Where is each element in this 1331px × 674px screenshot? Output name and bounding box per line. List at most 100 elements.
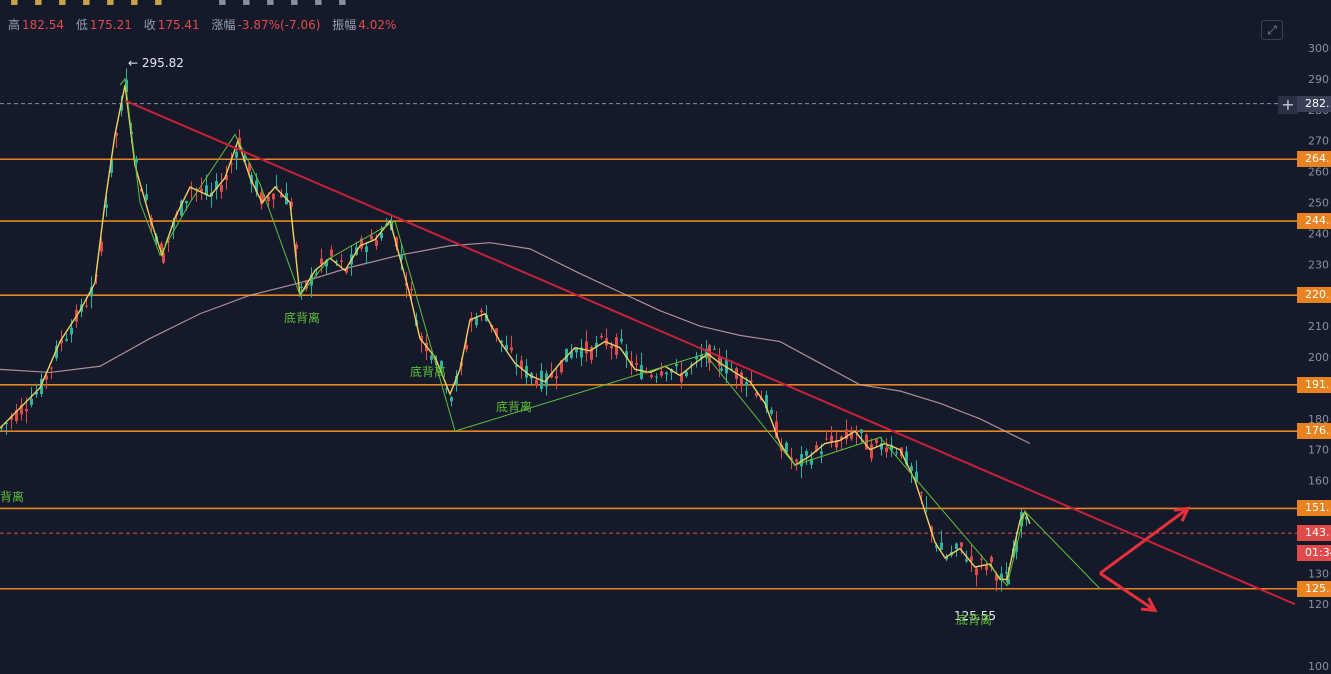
candle-body: [685, 371, 688, 377]
candle-body: [260, 192, 263, 205]
candle-body: [315, 273, 318, 275]
candle-body: [835, 440, 838, 448]
candle-body: [718, 356, 721, 366]
arrow-head-up: [1173, 506, 1191, 522]
candle-body: [1000, 573, 1003, 580]
candle-body: [20, 404, 23, 415]
candle-body: [135, 158, 138, 163]
snapshot-icon[interactable]: ▪: [266, 0, 275, 9]
candle-body: [10, 416, 13, 420]
candle-body: [330, 249, 333, 257]
more-icon[interactable]: ▪: [314, 0, 323, 9]
candle-body: [500, 340, 503, 343]
candle-body: [620, 338, 623, 342]
forecast-arrow-down: [1099, 572, 1156, 612]
candle-body: [745, 382, 748, 386]
divergence-label: 底背离: [496, 399, 532, 414]
candle-body: [40, 378, 43, 395]
candle-body: [995, 574, 998, 581]
candle-body: [190, 188, 193, 190]
y-tick-label: 290: [1308, 73, 1329, 86]
fullscreen-icon[interactable]: ▪: [242, 0, 251, 9]
change-value: -3.87%(-7.06): [237, 18, 321, 32]
support-price-tag: 151.: [1297, 500, 1331, 517]
close-value: 175.41: [157, 18, 200, 32]
low-label: 低: [75, 18, 88, 32]
candle-body: [800, 454, 803, 467]
candle-body: [505, 345, 508, 351]
candle-body: [825, 438, 828, 440]
y-tick-label: 250: [1308, 197, 1329, 210]
candle-body: [713, 348, 716, 350]
candle-body: [1012, 548, 1015, 558]
candle-body: [50, 367, 53, 369]
candle-body: [905, 451, 908, 465]
candle-body: [295, 244, 298, 249]
ohlc-info-bar: 高 182.54 低 175.21 收 175.41 涨幅 -3.87%(-7.06) …: [8, 16, 404, 33]
high-label: 高: [8, 18, 21, 32]
bookmark-icon[interactable]: ▪: [154, 0, 163, 9]
candle-body: [815, 445, 818, 451]
expand-icon[interactable]: ⤢: [1261, 20, 1283, 40]
candle-body: [790, 457, 793, 460]
change-label: 涨幅: [211, 18, 236, 32]
crosshair-add-icon[interactable]: +: [1278, 96, 1298, 114]
candle-body: [110, 160, 113, 173]
candle-body: [1025, 516, 1028, 520]
candle-body: [550, 373, 553, 378]
candle-body: [480, 310, 483, 313]
candle-body: [875, 439, 878, 443]
compare-icon[interactable]: ▪: [82, 0, 91, 9]
y-tick-label: 230: [1308, 258, 1329, 271]
candle-body: [535, 379, 538, 386]
candle-body: [750, 380, 753, 382]
draw-icon[interactable]: ▪: [34, 0, 43, 9]
toolbar: ▪ ▪ ▪ ▪ ▪ ▪ ▪ ▪ ▪ ▪ ▪ ▪ ▪: [0, 0, 1331, 10]
candle-body: [35, 391, 38, 395]
candle-body: [690, 364, 693, 366]
candle-body: [785, 442, 788, 453]
candle-body: [60, 339, 63, 344]
down-trend-line: [124, 99, 1296, 606]
divergence-label: 底背离: [956, 612, 992, 627]
candle-body: [375, 240, 378, 246]
candle-body: [440, 361, 443, 369]
candle-body: [680, 373, 683, 383]
candle-body: [220, 185, 223, 192]
candle-body: [570, 351, 573, 358]
candle-body: [380, 232, 383, 239]
indicator-icon[interactable]: ▪: [58, 0, 67, 9]
candle-body: [665, 372, 668, 375]
redo-icon[interactable]: ▪: [130, 0, 139, 9]
candle-body: [970, 556, 973, 562]
candle-body: [365, 246, 368, 253]
undo-icon[interactable]: ▪: [106, 0, 115, 9]
candle-body: [600, 335, 603, 338]
candle-body: [370, 235, 373, 240]
candle-body: [85, 305, 88, 307]
candle-body: [145, 194, 148, 200]
layout-icon[interactable]: ▪: [290, 0, 299, 9]
candle-body: [945, 557, 948, 560]
candle-body: [575, 348, 578, 353]
amplitude-label: 振幅: [332, 18, 357, 32]
candle-body: [120, 102, 123, 111]
chart-type-icon[interactable]: ▪: [10, 0, 19, 9]
high-value: 182.54: [22, 18, 65, 32]
candle-body: [830, 435, 833, 443]
settings-icon[interactable]: ▪: [218, 0, 227, 9]
candle-body: [885, 447, 888, 452]
candle-body: [510, 347, 513, 351]
low-value: 175.21: [89, 18, 132, 32]
forecast-arrow-up: [1099, 507, 1189, 575]
candle-body: [0, 426, 3, 429]
candle-body: [980, 559, 983, 561]
candle-body: [25, 408, 28, 412]
candle-body: [700, 354, 703, 359]
candle-body: [280, 193, 283, 198]
candle-body: [585, 341, 588, 354]
save-icon[interactable]: ▪: [338, 0, 347, 9]
candle-body: [200, 188, 203, 192]
